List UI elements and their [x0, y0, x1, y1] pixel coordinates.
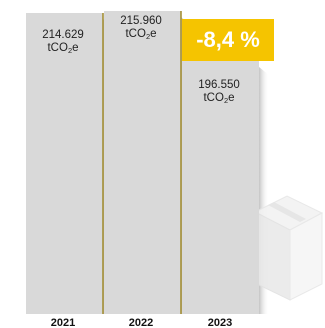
bar-2023	[182, 61, 259, 314]
bar-2021	[26, 13, 103, 314]
x-tick-2021: 2021	[51, 317, 75, 328]
unit-label-2023: tCO2e	[203, 92, 234, 105]
box-icon	[253, 195, 324, 301]
value-label-2021: 214.629	[42, 29, 84, 41]
change-badge-background	[182, 19, 274, 61]
unit-label-2021: tCO2e	[47, 42, 78, 55]
x-tick-2022: 2022	[129, 317, 153, 328]
x-axis-ticks: 2021 2022 2023	[51, 317, 232, 328]
unit-label-2022: tCO2e	[125, 28, 156, 41]
bars-layer	[26, 11, 259, 314]
change-badge: -8,4 %	[182, 19, 274, 61]
bar-2022	[104, 11, 181, 314]
x-tick-2023: 2023	[208, 317, 232, 328]
value-label-2023: 196.550	[198, 79, 240, 91]
change-label: -8,4 %	[196, 27, 260, 52]
value-label-2022: 215.960	[120, 15, 162, 27]
